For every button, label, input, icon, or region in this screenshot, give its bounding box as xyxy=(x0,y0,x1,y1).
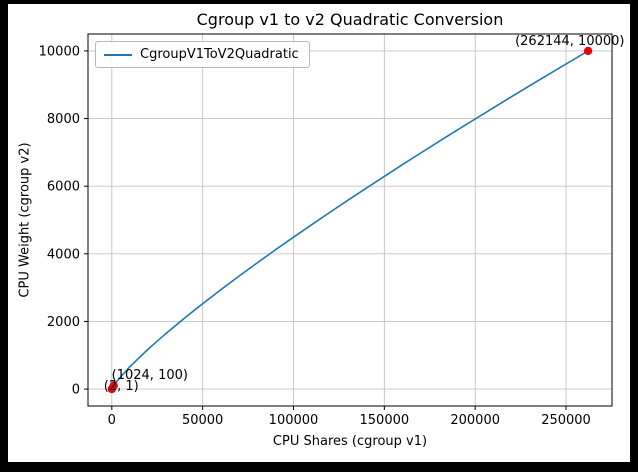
annotation-point-1: (2, 1) xyxy=(103,379,139,395)
y-tick-label: 10000 xyxy=(39,44,80,59)
x-tick-label: 100000 xyxy=(269,413,319,428)
x-tick-label: 50000 xyxy=(182,413,223,428)
legend-series-label: CgroupV1ToV2Quadratic xyxy=(140,47,299,62)
x-tick-label: 0 xyxy=(108,413,116,428)
chart-figure: 0 50000 100000 150000 200000 250000 0 2000 4000 6… xyxy=(8,4,630,462)
annotation-point-2: (1024, 100) xyxy=(111,367,188,383)
plot-area: 0 50000 100000 150000 200000 250000 0 2000 4000 6… xyxy=(39,33,613,428)
legend: CgroupV1ToV2Quadratic xyxy=(95,41,310,68)
x-tick-label: 250000 xyxy=(541,413,591,428)
axes-frame xyxy=(87,33,613,407)
y-tick-label: 0 xyxy=(72,383,80,398)
y-tick-label: 8000 xyxy=(47,112,80,127)
data-line xyxy=(111,50,589,390)
y-axis-label: CPU Weight (cgroup v2) xyxy=(17,142,33,298)
y-tick-label: 2000 xyxy=(47,315,80,330)
legend-line-sample xyxy=(104,53,132,56)
y-tick-label: 4000 xyxy=(47,247,80,262)
y-tick-label: 6000 xyxy=(47,180,80,195)
chart-title: Cgroup v1 to v2 Quadratic Conversion xyxy=(196,10,504,29)
x-tick-label: 150000 xyxy=(360,413,410,428)
x-tick-label: 200000 xyxy=(450,413,500,428)
data-point-marker xyxy=(109,381,118,390)
data-point-marker xyxy=(583,46,593,56)
annotation-point-3: (262144, 10000) xyxy=(515,33,625,49)
x-axis-label: CPU Shares (cgroup v1) xyxy=(272,434,428,449)
